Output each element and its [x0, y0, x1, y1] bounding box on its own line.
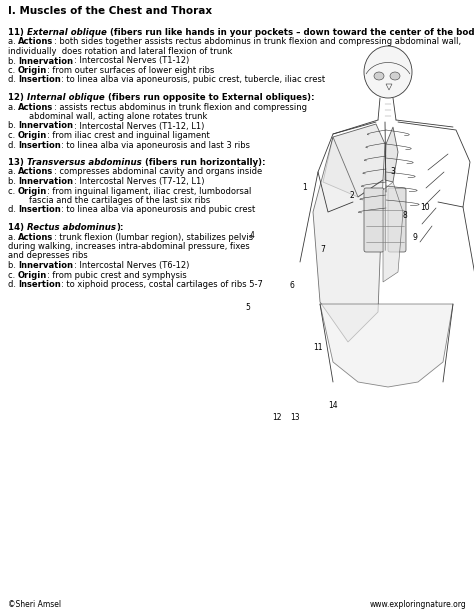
Text: a.: a. — [8, 232, 18, 242]
Text: d.: d. — [8, 280, 18, 289]
Text: 1: 1 — [302, 183, 307, 192]
Text: : Intercostal Nerves (T1-12): : Intercostal Nerves (T1-12) — [73, 56, 189, 66]
Text: : from inguinal ligament, iliac crest, lumbodorsal: : from inguinal ligament, iliac crest, l… — [47, 186, 252, 196]
Text: Insertion: Insertion — [18, 205, 61, 215]
Text: d.: d. — [8, 205, 18, 215]
Text: : to linea alba via aponeurosis and pubic crest: : to linea alba via aponeurosis and pubi… — [61, 205, 255, 215]
Text: : both sides together assists rectus abdominus in trunk flexion and compressing : : both sides together assists rectus abd… — [54, 37, 461, 47]
Text: 13: 13 — [290, 414, 300, 422]
Ellipse shape — [364, 46, 412, 98]
Text: Origin: Origin — [18, 131, 47, 140]
Text: 14: 14 — [328, 400, 338, 409]
Text: during walking, increases intra-abdominal pressure, fixes: during walking, increases intra-abdomina… — [8, 242, 250, 251]
Text: 12: 12 — [272, 414, 282, 422]
Text: External oblique: External oblique — [27, 28, 110, 37]
Text: ©Sheri Amsel: ©Sheri Amsel — [8, 600, 61, 609]
Text: Origin: Origin — [18, 270, 47, 280]
Text: 2: 2 — [350, 191, 355, 199]
Text: : to linea alba via aponeurosis, pubic crest, tubercle, iliac crest: : to linea alba via aponeurosis, pubic c… — [61, 75, 326, 85]
Polygon shape — [323, 124, 385, 197]
Text: a.: a. — [8, 167, 18, 177]
Text: Insertion: Insertion — [18, 280, 61, 289]
Text: Origin: Origin — [18, 186, 47, 196]
Text: : assists rectus abdominus in trunk flexion and compressing: : assists rectus abdominus in trunk flex… — [54, 102, 307, 112]
Text: and depresses ribs: and depresses ribs — [8, 251, 88, 261]
Text: : Intercostal Nerves (T6-12): : Intercostal Nerves (T6-12) — [73, 261, 189, 270]
Text: d.: d. — [8, 75, 18, 85]
Text: (fibers run opposite to External obliques):: (fibers run opposite to External oblique… — [108, 93, 314, 102]
Text: 8: 8 — [402, 210, 407, 219]
Text: Actions: Actions — [18, 167, 54, 177]
Text: 9: 9 — [412, 234, 418, 243]
Text: Innervation: Innervation — [18, 121, 73, 131]
Text: d.: d. — [8, 140, 18, 150]
Text: Origin: Origin — [18, 66, 47, 75]
Text: individually  does rotation and lateral flexion of trunk: individually does rotation and lateral f… — [8, 47, 232, 56]
Text: Actions: Actions — [18, 232, 54, 242]
Text: : compresses abdominal cavity and organs inside: : compresses abdominal cavity and organs… — [54, 167, 262, 177]
Ellipse shape — [374, 72, 384, 80]
Text: abdominal wall, acting alone rotates trunk: abdominal wall, acting alone rotates tru… — [8, 112, 207, 121]
Text: I. Muscles of the Chest and Thorax: I. Muscles of the Chest and Thorax — [8, 6, 212, 16]
FancyBboxPatch shape — [364, 188, 384, 252]
Text: fascia and the cartilages of the last six ribs: fascia and the cartilages of the last si… — [8, 196, 210, 205]
Text: 12): 12) — [8, 93, 27, 102]
Text: ):: ): — [116, 223, 123, 232]
Text: Innervation: Innervation — [18, 261, 73, 270]
Text: 11: 11 — [313, 343, 323, 352]
Text: 4: 4 — [250, 230, 255, 240]
Text: 11): 11) — [8, 28, 27, 37]
Polygon shape — [385, 127, 398, 182]
Text: 10: 10 — [420, 204, 430, 213]
Text: Rectus abdominus: Rectus abdominus — [27, 223, 116, 232]
Text: b.: b. — [8, 121, 18, 131]
Polygon shape — [313, 137, 383, 342]
Text: 13): 13) — [8, 158, 27, 167]
Text: c.: c. — [8, 270, 18, 280]
Text: Transversus abdominus: Transversus abdominus — [27, 158, 145, 167]
Text: : from outer surfaces of lower eight ribs: : from outer surfaces of lower eight rib… — [47, 66, 215, 75]
Text: c.: c. — [8, 186, 18, 196]
Text: : to linea alba via aponeurosis and last 3 ribs: : to linea alba via aponeurosis and last… — [61, 140, 250, 150]
Text: : Intercostal Nerves (T7-12, L1): : Intercostal Nerves (T7-12, L1) — [73, 177, 204, 186]
Text: 6: 6 — [290, 281, 294, 289]
Text: Actions: Actions — [18, 102, 54, 112]
Text: 7: 7 — [320, 245, 326, 254]
Text: 14): 14) — [8, 223, 27, 232]
Text: (fibers run horizontally):: (fibers run horizontally): — [145, 158, 265, 167]
Polygon shape — [320, 304, 453, 387]
Text: www.exploringnature.org: www.exploringnature.org — [369, 600, 466, 609]
Text: c.: c. — [8, 66, 18, 75]
Text: a.: a. — [8, 37, 18, 47]
Text: b.: b. — [8, 177, 18, 186]
Text: Insertion: Insertion — [18, 75, 61, 85]
Text: Innervation: Innervation — [18, 56, 73, 66]
Text: Innervation: Innervation — [18, 177, 73, 186]
Text: : trunk flexion (lumbar region), stabilizes pelvis: : trunk flexion (lumbar region), stabili… — [54, 232, 253, 242]
Text: Insertion: Insertion — [18, 140, 61, 150]
Text: Actions: Actions — [18, 37, 54, 47]
Text: b.: b. — [8, 261, 18, 270]
Text: : to xiphoid process, costal cartilages of ribs 5-7: : to xiphoid process, costal cartilages … — [61, 280, 263, 289]
Text: a.: a. — [8, 102, 18, 112]
Text: (fibers run like hands in your pockets – down toward the center of the body):: (fibers run like hands in your pockets –… — [110, 28, 474, 37]
FancyBboxPatch shape — [388, 188, 406, 252]
Text: 3: 3 — [391, 167, 395, 177]
Text: : from iliac crest and inguinal ligament: : from iliac crest and inguinal ligament — [47, 131, 210, 140]
Text: : Intercostal Nerves (T1-12, L1): : Intercostal Nerves (T1-12, L1) — [73, 121, 204, 131]
Text: c.: c. — [8, 131, 18, 140]
Text: 5: 5 — [246, 303, 250, 313]
Text: Internal oblique: Internal oblique — [27, 93, 108, 102]
Ellipse shape — [390, 72, 400, 80]
Text: b.: b. — [8, 56, 18, 66]
Text: : from pubic crest and symphysis: : from pubic crest and symphysis — [47, 270, 187, 280]
Polygon shape — [383, 182, 403, 282]
